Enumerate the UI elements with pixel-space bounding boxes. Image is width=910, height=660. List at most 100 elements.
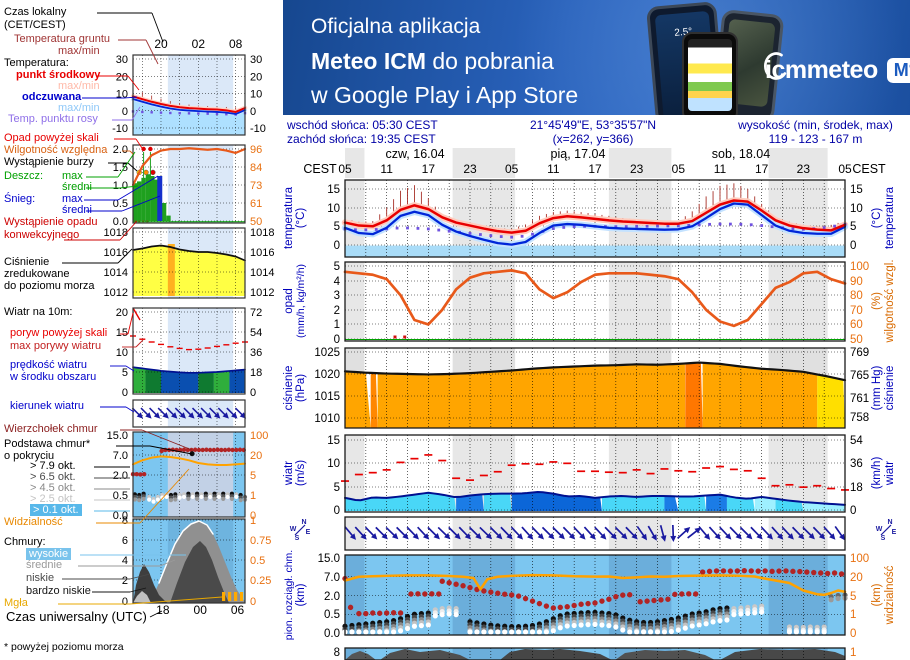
grid-xy-value: (x=262, y=366) [552, 132, 634, 146]
axis-tick-label: (°C) [871, 208, 883, 229]
axis-tick-label: S [881, 535, 886, 542]
compass-icon [880, 524, 892, 536]
icmmeteo-logo: icmmeteo M° [759, 51, 910, 85]
axis-tick-label: 0 [250, 510, 256, 522]
axis-tick-label: 84 [250, 162, 262, 174]
axis-tick-label: 6 [122, 535, 128, 547]
axis-tick-label: 18 [850, 482, 863, 494]
altitude-info: wysokość (min, środek, max) 119 - 123 - … [723, 118, 908, 146]
axis-tick-label: 758 [850, 412, 869, 424]
axis-tick-label: 8 [334, 647, 340, 659]
axis-tick-label: 0.25 [250, 575, 271, 587]
axis-tick-label: 1 [334, 319, 340, 331]
time-axis [345, 148, 828, 178]
axis-tick-label: 50 [850, 334, 863, 346]
axis-tick-label: W [876, 526, 883, 533]
axis-tick-label: 1014 [104, 267, 128, 279]
axis-tick-label: 73 [250, 180, 262, 192]
axis-tick-label: 0.75 [250, 535, 271, 547]
axis-tick-label: 0.5 [113, 490, 128, 502]
time-tick-label: 11 [380, 162, 393, 176]
axis-tick-label: 0 [250, 596, 256, 608]
axis-tick-label: 15.0 [318, 553, 340, 565]
logo-badge: M° [886, 58, 910, 83]
axis-tick-label: (mm Hg) [871, 365, 883, 410]
mini-top-time-label: 20 [154, 37, 168, 51]
axis-tick-label: 0.0 [113, 510, 128, 522]
altitude-label: wysokość (min, środek, max) [738, 118, 893, 132]
day-label: czw, 16.04 [385, 147, 444, 161]
axis-tick-label: 0 [250, 106, 256, 118]
mini-panel-clouds [130, 431, 248, 518]
axis-tick-label: 96 [250, 144, 262, 156]
axis-tick-label: 1012 [250, 287, 274, 299]
mini-panel-wind [130, 307, 248, 395]
axis-tick-label: 80 [850, 290, 863, 302]
panel-wind [341, 434, 849, 513]
axis-tick-label: 15 [116, 327, 128, 339]
axis-tick-label: 10 [116, 89, 128, 101]
day-label: pią, 17.04 [551, 147, 606, 161]
logo-swoosh-icon [763, 51, 787, 80]
axis-tick-label: E [306, 529, 311, 536]
mini-bottom-time-label: 06 [231, 603, 245, 617]
axis-tick-label: E [892, 529, 897, 536]
location-coords: 21°45'49"E, 53°35'57"N (x=262, y=366) [463, 118, 723, 146]
panel-title-temperature: temperatura [283, 186, 295, 249]
banner-text: Oficjalna aplikacja Meteo ICM do pobrani… [311, 10, 578, 112]
time-tick-label: 05 [505, 162, 519, 176]
axis-tick-label: 0.0 [324, 628, 340, 640]
panel-pressure [343, 347, 847, 429]
axis-tick-label: 765 [850, 370, 869, 382]
axis-tick-label: (°C) [295, 208, 307, 229]
axis-tick-label: 0 [850, 505, 856, 517]
axis-tick-label: 0 [122, 106, 128, 118]
app-banner[interactable]: Oficjalna aplikacja Meteo ICM do pobrani… [283, 0, 910, 115]
axis-tick-label: 1010 [314, 413, 340, 425]
axis-tick-label: 1.5 [113, 162, 128, 174]
phone-screen-meteogram [688, 39, 732, 111]
axis-tick-label: 0.5 [324, 609, 340, 621]
axis-tick-label: 3 [334, 290, 340, 302]
axis-tick-label: 7.0 [113, 450, 128, 462]
axis-tick-label: 1 [250, 490, 256, 502]
tz-label-left: CEST [303, 162, 337, 176]
mini-top-time-label: 02 [192, 37, 206, 51]
axis-tick-label: 10 [850, 203, 863, 215]
axis-tick-label: 15.0 [107, 430, 128, 442]
axis-tick-label: wilgotność wzgl. [884, 259, 896, 343]
axis-tick-label: 50 [250, 216, 262, 228]
mini-panel-pressure [132, 227, 246, 299]
axis-tick-label: 2.0 [113, 144, 128, 156]
panel-temperature [341, 179, 849, 258]
axis-tick-label: 0 [334, 505, 340, 517]
mini-panel-precip [131, 144, 247, 224]
axis-tick-label: 0.0 [113, 216, 128, 228]
axis-tick-label: 72 [250, 307, 262, 319]
axis-tick-label: 1018 [104, 227, 128, 239]
time-tick-label: 05 [838, 162, 852, 176]
axis-tick-label: 1015 [314, 391, 340, 403]
axis-tick-label: temperatura [884, 186, 896, 249]
day-label: sob, 18.04 [712, 147, 770, 161]
axis-tick-label: wiatr [884, 461, 896, 486]
axis-tick-label: 1016 [250, 247, 274, 259]
axis-tick-label: 70 [850, 305, 863, 317]
axis-tick-label: 769 [850, 347, 869, 359]
axis-tick-label: widzialność [884, 565, 896, 625]
axis-tick-label: 54 [850, 435, 863, 447]
axis-tick-label: 10 [327, 203, 340, 215]
axis-tick-label: ciśnienie [884, 366, 896, 411]
axis-tick-label: 0 [122, 387, 128, 399]
time-tick-label: 17 [588, 162, 602, 176]
axis-tick-label: pion. rozciągł. chm. [283, 550, 295, 640]
time-tick-label: 05 [672, 162, 686, 176]
axis-tick-label: 1 [850, 609, 856, 621]
time-tick-label: 23 [797, 162, 811, 176]
time-tick-label: 17 [755, 162, 769, 176]
axis-tick-label: (km) [295, 583, 307, 606]
axis-tick-label: 2.0 [113, 470, 128, 482]
axis-tick-label: 10 [116, 347, 128, 359]
axis-tick-label: 15 [327, 184, 340, 196]
axis-tick-label: 20 [250, 450, 262, 462]
